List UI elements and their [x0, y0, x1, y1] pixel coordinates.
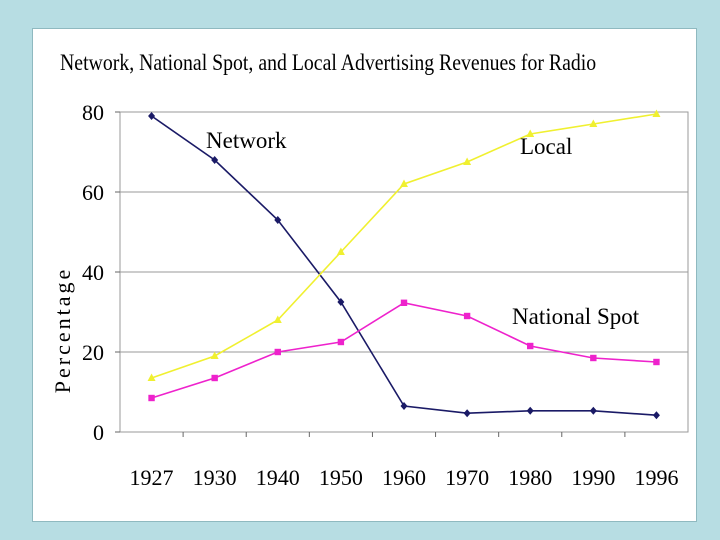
series-label-local: Local [520, 134, 572, 159]
x-tick-label: 1930 [193, 465, 237, 490]
data-point [463, 312, 471, 320]
data-point [590, 354, 597, 362]
data-point [653, 358, 660, 366]
series-line-network [151, 115, 657, 416]
data-point [652, 109, 661, 117]
data-point [148, 394, 155, 402]
x-tick-label: 1940 [256, 465, 300, 490]
data-point [336, 247, 345, 255]
series-label-national-spot: National Spot [512, 304, 640, 329]
data-point [147, 373, 156, 381]
data-point [589, 406, 597, 415]
data-point [526, 129, 535, 137]
series-label-network: Network [206, 128, 287, 153]
data-point [274, 348, 281, 356]
data-point [463, 157, 472, 165]
x-tick-label: 1950 [319, 465, 363, 490]
data-point [211, 156, 219, 164]
x-tick-label: 1960 [382, 465, 426, 490]
data-point [273, 315, 282, 323]
data-point [463, 409, 471, 418]
data-point [337, 298, 345, 306]
x-tick-label: 1990 [571, 465, 615, 490]
x-tick-label: 1927 [130, 465, 174, 490]
data-point [589, 119, 598, 127]
x-tick-label: 1996 [634, 465, 678, 490]
x-tick-label: 1970 [445, 465, 489, 490]
data-point [527, 342, 534, 350]
data-point [148, 112, 156, 120]
data-point [211, 374, 218, 382]
data-point [210, 351, 219, 359]
data-point [400, 402, 408, 410]
chart-title: Network, National Spot, and Local Advert… [60, 50, 597, 75]
y-tick-label: 20 [82, 340, 104, 365]
y-tick-label: 40 [82, 260, 104, 285]
data-point [652, 411, 660, 420]
y-tick-label: 80 [82, 100, 104, 125]
data-point [400, 299, 408, 306]
data-point [526, 406, 534, 415]
data-point [400, 179, 408, 187]
y-tick-label: 60 [82, 180, 104, 205]
series-line-local [151, 113, 657, 379]
y-axis-label: Percentage [50, 267, 75, 394]
x-tick-label: 1980 [508, 465, 552, 490]
slide-panel [32, 28, 697, 522]
data-point [274, 216, 282, 224]
y-tick-label: 0 [93, 420, 104, 445]
data-point [337, 338, 345, 346]
